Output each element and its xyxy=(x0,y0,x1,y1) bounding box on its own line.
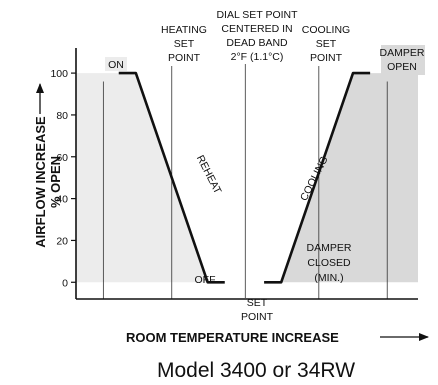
heating-set-point-label-line-2: SET xyxy=(174,38,195,50)
model-caption: Model 3400 or 34RW xyxy=(157,359,355,382)
y-tick-label: 100 xyxy=(50,68,68,80)
cooling-set-point-label-line-2: SET xyxy=(316,38,337,50)
x-axis-label: ROOM TEMPERATURE INCREASE xyxy=(126,330,339,345)
dial-set-point-label-line-4: 2°F (1.1°C) xyxy=(231,51,284,63)
dial-set-point-label-line-2: CENTERED IN xyxy=(221,23,292,35)
set-point-label-line-1: SET xyxy=(247,297,268,309)
damper-closed-label-line-1: DAMPER xyxy=(307,242,352,254)
dial-set-point-label-line-3: DEAD BAND xyxy=(226,37,288,49)
heating-set-point-label-line-3: POINT xyxy=(168,52,201,64)
on-label: ON xyxy=(108,59,124,71)
heating-shaded-region xyxy=(76,73,282,283)
damper-closed-label-line-2: CLOSED xyxy=(307,257,351,269)
cooling-set-point-label-line-3: POINT xyxy=(310,52,343,64)
cooling-shaded-region xyxy=(281,73,418,283)
on-label-background xyxy=(105,57,127,71)
damper-open-label-line-1: DAMPER xyxy=(380,47,425,59)
y-axis-label-line-1: AIRFLOW INCREASE xyxy=(33,116,48,248)
y-tick-label: 80 xyxy=(56,110,68,122)
reheat-label: REHEAT xyxy=(194,153,224,196)
cooling-curve-line xyxy=(264,71,371,284)
damper-open-background xyxy=(381,45,425,75)
y-axis-ticks: 0 20 40 60 80 100 xyxy=(50,68,76,289)
heating-curve-line xyxy=(118,71,225,284)
y-tick-label: 20 xyxy=(56,235,68,247)
off-label: OFF xyxy=(195,274,216,286)
damper-closed-label-line-3: (MIN.) xyxy=(314,272,343,284)
dial-set-point-label-line-1: DIAL SET POINT xyxy=(216,9,298,21)
damper-open-label-line-2: OPEN xyxy=(387,61,417,73)
y-tick-label: 40 xyxy=(56,194,68,206)
set-point-label-line-2: POINT xyxy=(241,311,274,323)
cooling-set-point-label-line-1: COOLING xyxy=(302,24,350,36)
y-axis-label-line-2: % OPEN xyxy=(48,156,63,208)
reference-lines xyxy=(102,64,388,299)
y-tick-label: 0 xyxy=(62,277,68,289)
heating-set-point-label-line-1: HEATING xyxy=(161,24,207,36)
y-tick-label: 60 xyxy=(56,152,68,164)
